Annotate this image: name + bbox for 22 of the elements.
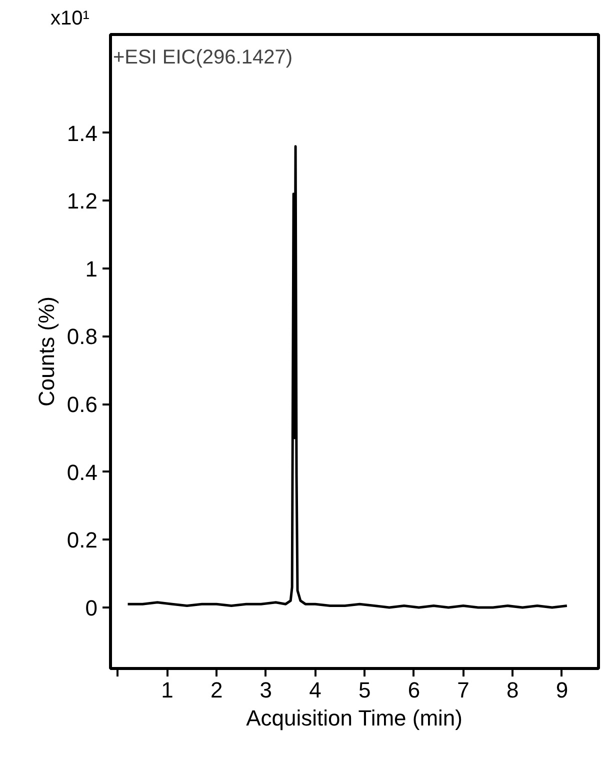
x-tick-label: 1 [161, 678, 174, 702]
x-tick-label: 8 [506, 678, 519, 702]
x-tick-label: 5 [358, 678, 371, 702]
y-tick-label: 0.6 [66, 392, 98, 418]
x-tick-label: 3 [260, 678, 272, 702]
y-tick-label: 0.2 [66, 528, 98, 553]
y-tick-label: 0 [85, 595, 98, 620]
x-tick-label: 4 [309, 678, 322, 702]
text: +ESI EIC(296.1427) [112, 46, 293, 68]
x-tick-label: 6 [408, 678, 420, 702]
y-tick-label: 1.2 [66, 188, 98, 214]
y-axis-title: Counts (%) [34, 296, 59, 407]
line-series [126, 145, 568, 609]
y-tick-label: 0.8 [66, 324, 98, 350]
x-axis-title: Acquisition Time (min) [246, 706, 462, 730]
y-tick-label: 1 [85, 256, 98, 282]
x-tick-label: 7 [457, 678, 470, 702]
y-tick-label: 0.4 [66, 460, 98, 485]
x-tick-label: 9 [556, 678, 568, 702]
y-tick-label: 1.4 [66, 120, 98, 146]
text: x10¹ [50, 8, 90, 30]
x-tick-label: 2 [210, 678, 223, 702]
